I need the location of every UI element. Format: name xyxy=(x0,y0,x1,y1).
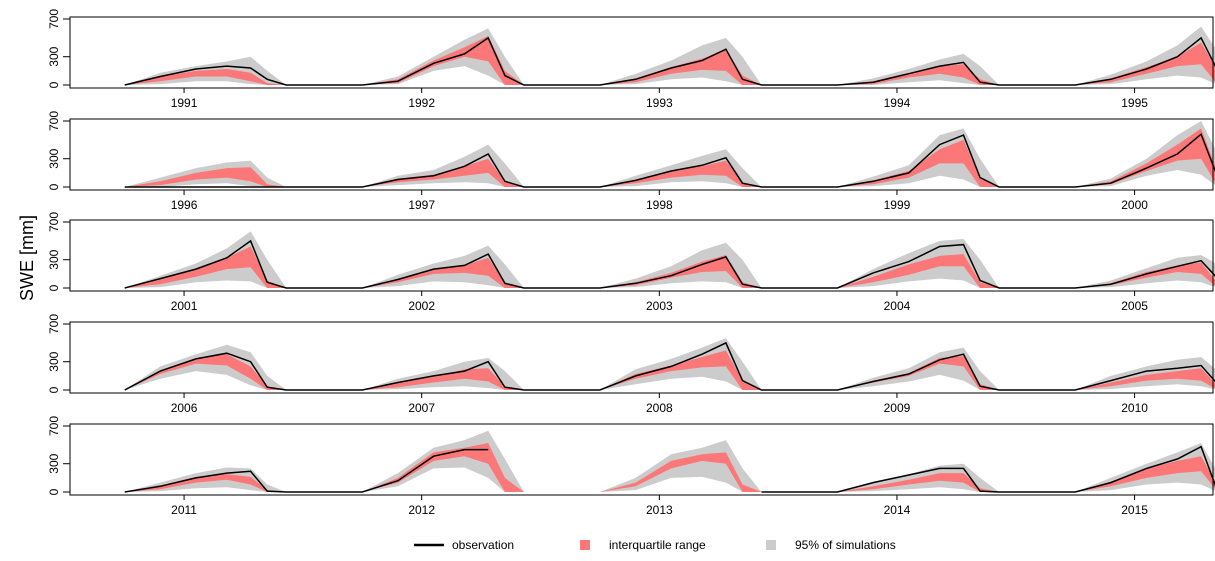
legend-label: observation xyxy=(452,538,514,552)
legend-swatch xyxy=(580,540,590,550)
x-tick-label: 2008 xyxy=(646,401,673,415)
x-tick-label: 2005 xyxy=(1121,299,1148,313)
x-tick-label: 2006 xyxy=(171,401,198,415)
legend-swatch xyxy=(766,540,776,550)
observation-line xyxy=(124,239,1215,289)
y-tick-label: 300 xyxy=(47,249,61,269)
x-tick-label: 2002 xyxy=(408,299,435,313)
y-tick-label: 300 xyxy=(47,46,61,66)
panel-frame xyxy=(69,219,1214,292)
x-tick-label: 1998 xyxy=(646,198,673,212)
y-tick-label: 300 xyxy=(47,351,61,371)
y-tick-label: 0 xyxy=(47,284,61,291)
band-95 xyxy=(124,430,1215,492)
y-tick-label: 0 xyxy=(47,183,61,190)
x-tick-label: 1997 xyxy=(408,198,435,212)
y-tick-label: 700 xyxy=(47,9,61,29)
panel-frame xyxy=(69,118,1214,191)
observation-line xyxy=(124,36,1215,86)
x-tick-label: 1993 xyxy=(646,96,673,110)
x-tick-label: 2015 xyxy=(1121,503,1148,517)
x-tick-label: 2009 xyxy=(884,401,911,415)
y-tick-label: 0 xyxy=(47,386,61,393)
x-tick-label: 2013 xyxy=(646,503,673,517)
y-tick-label: 0 xyxy=(47,488,61,495)
observation-line xyxy=(124,132,1215,188)
y-tick-label: 0 xyxy=(47,81,61,88)
x-tick-label: 1991 xyxy=(171,96,198,110)
y-tick-label: 300 xyxy=(47,453,61,473)
y-tick-label: 300 xyxy=(47,148,61,168)
x-tick-label: 2001 xyxy=(171,299,198,313)
band-95 xyxy=(124,338,1215,390)
x-tick-label: 1994 xyxy=(884,96,911,110)
x-tick-label: 2010 xyxy=(1121,401,1148,415)
panel-frame xyxy=(69,16,1214,89)
y-tick-label: 700 xyxy=(47,314,61,334)
legend-label: interquartile range xyxy=(609,538,706,552)
band-95 xyxy=(124,26,1215,85)
y-tick-label: 700 xyxy=(47,111,61,131)
band-iqr xyxy=(124,350,1215,390)
x-tick-label: 2011 xyxy=(171,503,197,517)
band-iqr xyxy=(124,443,1215,492)
x-tick-label: 1996 xyxy=(171,198,198,212)
x-tick-label: 1992 xyxy=(408,96,435,110)
panel-frame xyxy=(69,423,1214,496)
band-iqr xyxy=(124,128,1215,187)
x-tick-label: 2007 xyxy=(408,401,435,415)
x-tick-label: 2000 xyxy=(1121,198,1148,212)
band-iqr xyxy=(124,246,1215,288)
band-95 xyxy=(124,231,1215,288)
x-tick-label: 1995 xyxy=(1121,96,1148,110)
observation-line xyxy=(124,341,1215,391)
band-iqr xyxy=(124,36,1215,85)
x-tick-label: 2003 xyxy=(646,299,673,313)
y-axis-label: SWE [mm] xyxy=(17,215,37,301)
x-tick-label: 1999 xyxy=(884,198,911,212)
band-95 xyxy=(124,121,1215,187)
panel-frame xyxy=(69,321,1214,394)
x-tick-label: 2012 xyxy=(408,503,435,517)
y-tick-label: 700 xyxy=(47,212,61,232)
x-tick-label: 2004 xyxy=(884,299,911,313)
x-tick-label: 2014 xyxy=(884,503,911,517)
legend-label: 95% of simulations xyxy=(795,538,896,552)
y-tick-label: 700 xyxy=(47,416,61,436)
observation-line xyxy=(124,445,1215,493)
